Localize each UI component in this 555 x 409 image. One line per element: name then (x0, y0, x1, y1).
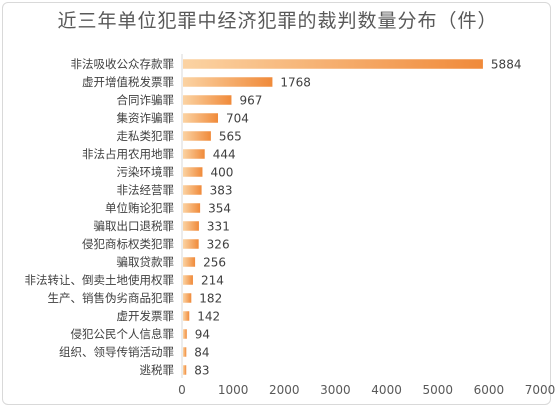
bar (183, 149, 205, 159)
bar (183, 59, 483, 69)
value-label: 94 (195, 328, 210, 342)
category-label: 虚开增值税发票罪 (82, 75, 174, 89)
value-label: 142 (197, 310, 220, 324)
value-label: 326 (207, 238, 230, 252)
value-label: 704 (226, 112, 249, 126)
bar (183, 131, 211, 141)
value-label: 383 (210, 184, 233, 198)
bar (183, 221, 199, 231)
category-label: 非法转让、倒卖土地使用权罪 (25, 273, 175, 287)
chart-frame (2, 2, 551, 405)
category-label: 非法经营罪 (117, 183, 175, 197)
category-label: 虚开发票罪 (117, 309, 175, 323)
x-tick-label: 0 (178, 383, 186, 397)
category-label: 骗取贷款罪 (117, 255, 175, 269)
value-label: 565 (219, 130, 242, 144)
bar (183, 77, 273, 87)
value-label: 444 (213, 148, 236, 162)
category-label: 逃税罪 (140, 363, 175, 377)
bar (183, 185, 202, 195)
value-label: 214 (201, 274, 224, 288)
category-label: 走私类犯罪 (117, 129, 175, 143)
x-tick-label: 1000 (218, 383, 249, 397)
value-label: 5884 (491, 58, 522, 72)
value-label: 84 (194, 346, 209, 360)
category-label: 侵犯商标权类犯罪 (82, 237, 174, 251)
value-label: 1768 (280, 76, 311, 90)
bar (183, 203, 201, 213)
x-tick-label: 4000 (371, 383, 402, 397)
value-label: 400 (210, 166, 233, 180)
x-tick-label: 6000 (474, 383, 505, 397)
category-label: 集资诈骗罪 (117, 111, 175, 125)
category-label: 非法吸收公众存款罪 (71, 57, 175, 71)
x-tick-label: 5000 (422, 383, 453, 397)
bar (183, 95, 232, 105)
value-label: 354 (208, 202, 231, 216)
category-label: 侵犯公民个人信息罪 (71, 327, 175, 341)
chart-title: 近三年单位犯罪中经济犯罪的裁判数量分布（件） (57, 10, 498, 32)
category-label: 污染环境罪 (117, 165, 175, 179)
x-tick-label: 3000 (320, 383, 351, 397)
bar (183, 239, 199, 249)
bar (183, 275, 193, 285)
bar (183, 257, 196, 267)
category-label: 非法占用农用地罪 (82, 147, 174, 161)
value-label: 256 (203, 256, 226, 270)
x-tick-label: 7000 (525, 383, 555, 397)
bar (183, 347, 187, 357)
value-label: 967 (239, 94, 262, 108)
value-label: 83 (194, 364, 209, 378)
bar (183, 113, 219, 123)
category-label: 骗取出口退税罪 (94, 219, 175, 233)
bar (183, 329, 187, 339)
bar (183, 365, 187, 375)
bar (183, 293, 192, 303)
category-label: 单位贿论犯罪 (105, 201, 174, 215)
bar (183, 311, 190, 321)
value-label: 331 (207, 220, 230, 234)
x-tick-label: 2000 (269, 383, 300, 397)
bar (183, 167, 203, 177)
category-label: 组织、领导传销活动罪 (59, 345, 174, 359)
category-label: 合同诈骗罪 (117, 93, 175, 107)
value-label: 182 (199, 292, 222, 306)
category-label: 生产、销售伪劣商品犯罪 (48, 291, 175, 305)
